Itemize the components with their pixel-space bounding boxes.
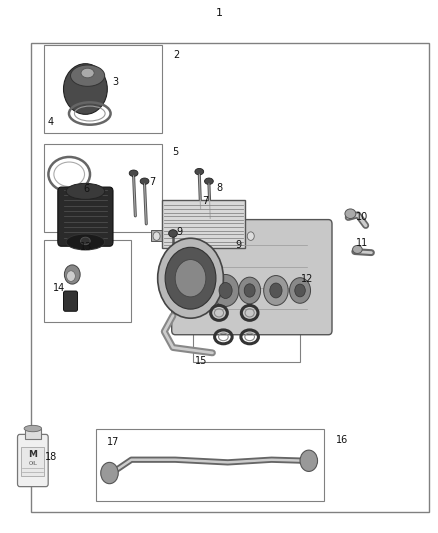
Ellipse shape bbox=[24, 425, 42, 432]
Text: 12: 12 bbox=[301, 274, 314, 284]
FancyBboxPatch shape bbox=[64, 291, 78, 311]
Text: 6: 6 bbox=[83, 184, 89, 193]
FancyBboxPatch shape bbox=[172, 220, 332, 335]
FancyBboxPatch shape bbox=[58, 187, 113, 246]
Bar bbox=[44, 144, 162, 232]
Bar bbox=[31, 43, 429, 512]
Bar bbox=[25, 429, 41, 439]
Text: M: M bbox=[28, 450, 37, 459]
Text: 7: 7 bbox=[149, 177, 155, 187]
Ellipse shape bbox=[66, 234, 105, 250]
Circle shape bbox=[247, 232, 254, 240]
Ellipse shape bbox=[353, 245, 362, 253]
Text: OIL: OIL bbox=[28, 461, 37, 466]
Text: 2: 2 bbox=[173, 50, 179, 60]
Bar bbox=[151, 230, 162, 241]
Text: 8: 8 bbox=[216, 183, 222, 193]
Circle shape bbox=[67, 271, 75, 281]
Bar bbox=[245, 230, 256, 241]
Text: 5: 5 bbox=[172, 148, 178, 157]
Circle shape bbox=[101, 462, 118, 484]
Text: 11: 11 bbox=[356, 238, 368, 248]
Circle shape bbox=[212, 274, 239, 306]
Circle shape bbox=[290, 278, 311, 303]
Ellipse shape bbox=[129, 170, 138, 176]
Circle shape bbox=[175, 260, 206, 297]
Circle shape bbox=[270, 283, 282, 298]
Ellipse shape bbox=[81, 68, 94, 78]
Text: 9: 9 bbox=[176, 228, 182, 237]
Text: 17: 17 bbox=[107, 437, 119, 447]
Bar bbox=[96, 429, 324, 501]
Text: 14: 14 bbox=[53, 283, 66, 293]
Ellipse shape bbox=[71, 65, 105, 86]
Ellipse shape bbox=[64, 64, 107, 115]
Ellipse shape bbox=[205, 178, 213, 184]
Text: 7: 7 bbox=[202, 196, 208, 206]
Circle shape bbox=[264, 276, 288, 305]
Circle shape bbox=[300, 450, 318, 471]
Circle shape bbox=[239, 277, 261, 304]
Circle shape bbox=[165, 247, 216, 309]
Text: 3: 3 bbox=[112, 77, 118, 86]
Ellipse shape bbox=[140, 178, 149, 184]
Text: 1: 1 bbox=[215, 9, 223, 18]
Text: 18: 18 bbox=[45, 452, 57, 462]
Text: 9: 9 bbox=[236, 240, 242, 249]
Ellipse shape bbox=[169, 230, 177, 237]
Circle shape bbox=[244, 284, 255, 297]
Ellipse shape bbox=[66, 183, 105, 199]
Ellipse shape bbox=[345, 209, 356, 219]
Bar bbox=[44, 240, 131, 322]
Text: 10: 10 bbox=[356, 212, 368, 222]
Circle shape bbox=[295, 284, 305, 297]
Bar bbox=[21, 447, 44, 476]
Circle shape bbox=[153, 232, 160, 240]
Text: 15: 15 bbox=[194, 356, 207, 366]
Text: 16: 16 bbox=[336, 435, 348, 445]
Text: 4: 4 bbox=[47, 117, 53, 126]
Bar bbox=[162, 200, 245, 248]
Circle shape bbox=[64, 265, 80, 284]
FancyBboxPatch shape bbox=[18, 434, 48, 487]
Ellipse shape bbox=[81, 237, 90, 245]
Circle shape bbox=[219, 282, 232, 298]
Text: 13: 13 bbox=[80, 243, 92, 252]
Circle shape bbox=[158, 238, 223, 318]
Ellipse shape bbox=[195, 168, 204, 175]
Bar bbox=[44, 45, 162, 133]
Bar bbox=[193, 301, 300, 362]
